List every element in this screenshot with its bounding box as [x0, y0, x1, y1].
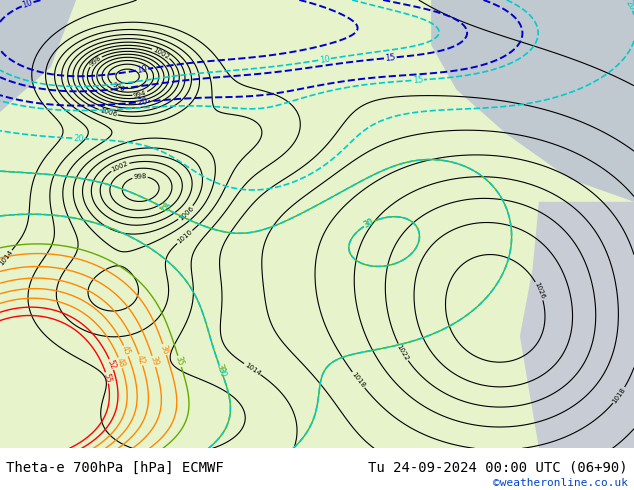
Text: 52: 52: [105, 358, 117, 370]
Text: 1018: 1018: [351, 371, 366, 389]
Polygon shape: [520, 202, 634, 448]
Text: 20: 20: [73, 134, 84, 143]
Text: 15: 15: [384, 53, 396, 63]
Text: 1018: 1018: [611, 386, 627, 404]
Text: Tu 24-09-2024 00:00 UTC (06+90): Tu 24-09-2024 00:00 UTC (06+90): [368, 461, 628, 475]
Text: 1010: 1010: [176, 229, 193, 245]
Text: 1014: 1014: [0, 249, 13, 267]
Text: 10: 10: [21, 0, 34, 10]
Text: 990: 990: [112, 81, 126, 93]
Text: 30: 30: [216, 366, 228, 378]
Text: 35: 35: [174, 355, 185, 368]
Polygon shape: [0, 0, 76, 112]
Text: 1002: 1002: [152, 46, 171, 60]
Text: 1014: 1014: [243, 362, 261, 377]
Text: 1026: 1026: [533, 281, 546, 300]
Text: 1006: 1006: [178, 205, 195, 221]
Text: 25: 25: [157, 201, 169, 214]
Text: 998: 998: [88, 54, 103, 68]
Text: Theta-e 700hPa [hPa] ECMWF: Theta-e 700hPa [hPa] ECMWF: [6, 461, 224, 475]
Text: 1002: 1002: [110, 160, 129, 173]
Text: 25: 25: [158, 202, 172, 215]
Text: 1006: 1006: [99, 107, 118, 118]
Text: 39: 39: [148, 355, 160, 368]
Text: 20: 20: [136, 97, 148, 107]
Text: 45: 45: [120, 344, 132, 357]
Text: 998: 998: [133, 173, 147, 180]
Text: 10: 10: [136, 65, 148, 75]
Text: 30: 30: [215, 363, 226, 375]
Text: 55: 55: [101, 372, 113, 384]
Text: 30: 30: [362, 217, 376, 230]
Text: ©weatheronline.co.uk: ©weatheronline.co.uk: [493, 478, 628, 488]
Text: 48: 48: [115, 357, 126, 369]
Text: 1022: 1022: [396, 343, 410, 362]
Text: 15: 15: [412, 75, 424, 85]
Text: 10: 10: [318, 54, 330, 65]
Text: 20: 20: [623, 0, 634, 12]
Text: 42: 42: [135, 354, 146, 366]
Text: 30: 30: [363, 217, 375, 230]
Polygon shape: [431, 0, 634, 202]
Text: 994: 994: [133, 90, 147, 98]
Text: 36: 36: [158, 343, 171, 355]
